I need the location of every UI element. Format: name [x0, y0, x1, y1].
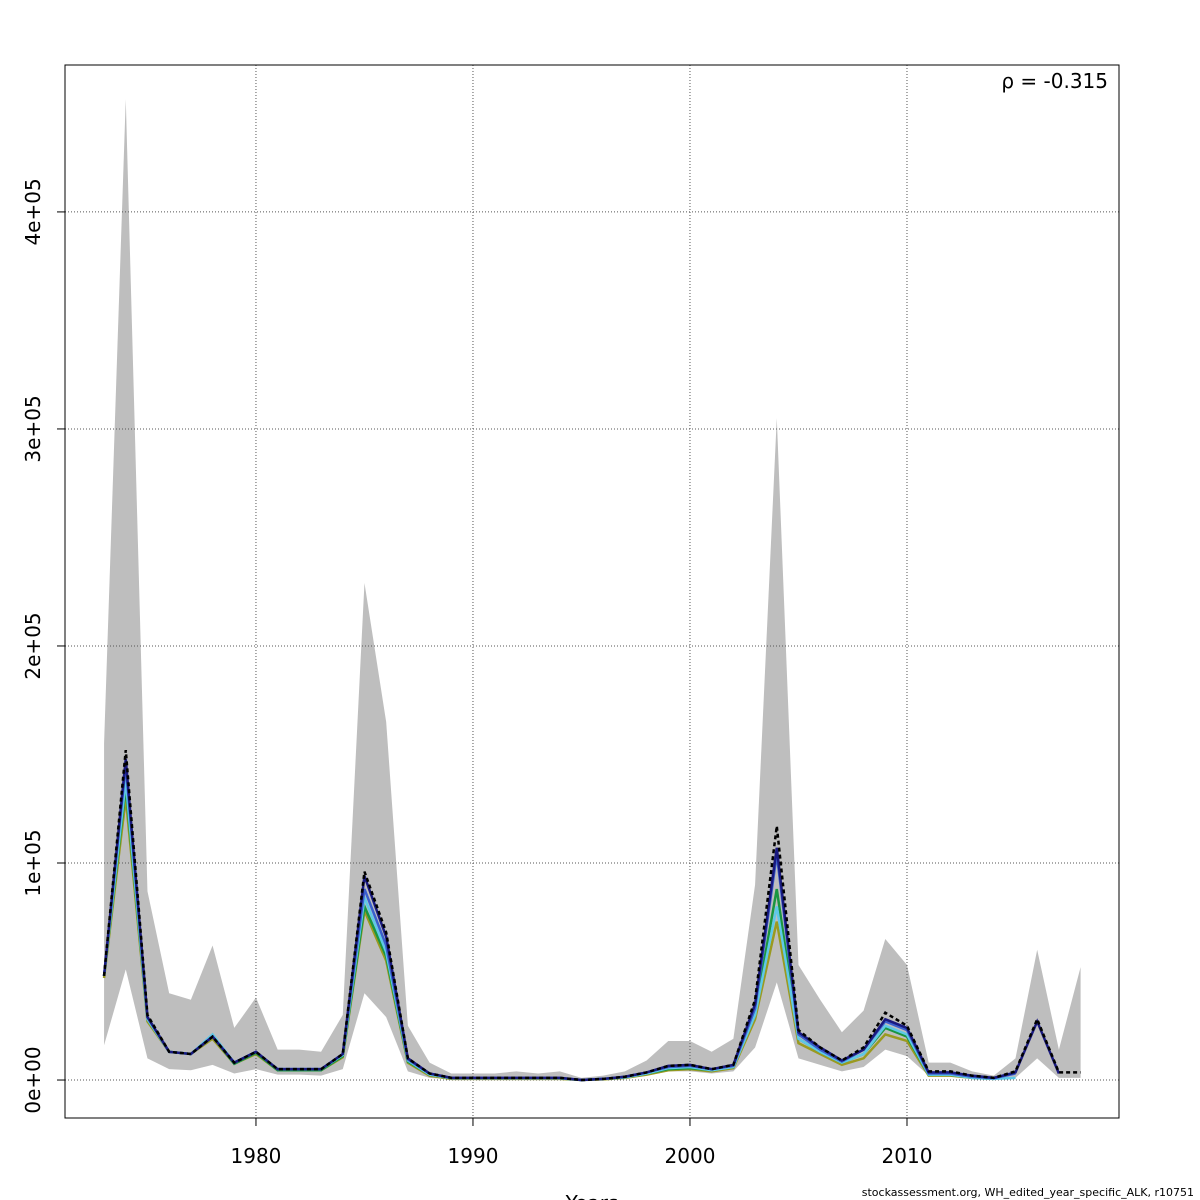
y-tick-label: 3e+05: [21, 395, 45, 462]
x-tick-label: 2000: [665, 1144, 716, 1168]
y-tick-label: 4e+05: [21, 178, 45, 245]
footer: stockassessment.org, WH_edited_year_spec…: [862, 1186, 1194, 1199]
series-line: [102, 750, 1081, 1082]
x-tick-label: 1980: [231, 1144, 282, 1168]
annotation: ρ = -0.315: [1001, 69, 1108, 93]
x-tick-label: 1990: [448, 1144, 499, 1168]
plot-frame: [64, 64, 1120, 1119]
y-tick-label: 2e+05: [21, 612, 45, 679]
x-axis-label: Years: [565, 1191, 619, 1200]
y-tick-label: 1e+05: [21, 829, 45, 896]
confidence-band: [104, 99, 1081, 1081]
x-tick-label: 2010: [882, 1144, 933, 1168]
y-tick-label: 0e+00: [21, 1046, 45, 1113]
